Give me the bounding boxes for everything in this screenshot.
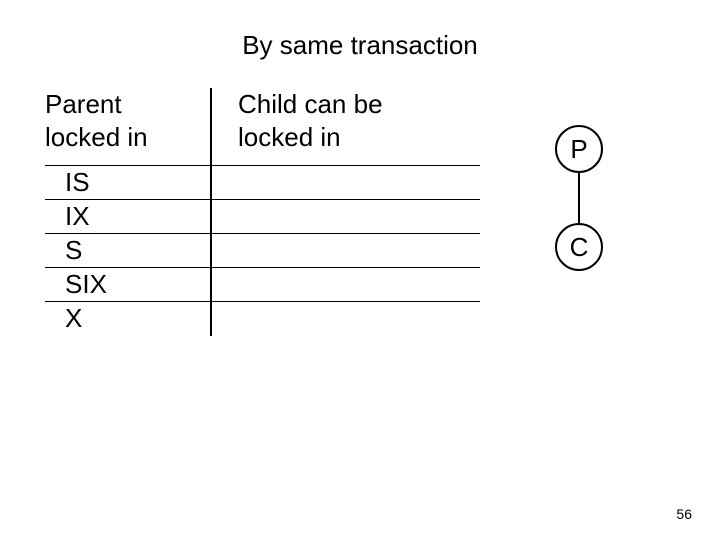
table-row: S <box>45 233 480 267</box>
row-label: IX <box>65 201 90 232</box>
table-row: X <box>45 301 480 335</box>
tree-edge <box>578 173 580 223</box>
row-label: SIX <box>65 269 107 300</box>
column-header-child: Child can be locked in <box>238 88 383 153</box>
row-label: X <box>65 303 82 334</box>
tree-node-child: C <box>555 223 603 271</box>
header-right-line1: Child can be <box>238 89 383 119</box>
header-left-line1: Parent <box>45 89 122 119</box>
table-row: SIX <box>45 267 480 301</box>
table-row: IS <box>45 165 480 199</box>
tree-node-parent: P <box>555 125 603 173</box>
table-row: IX <box>45 199 480 233</box>
row-label: IS <box>65 167 90 198</box>
slide-title: By same transaction <box>0 30 720 61</box>
header-right-line2: locked in <box>238 122 341 152</box>
header-left-line2: locked in <box>45 122 148 152</box>
column-header-parent: Parent locked in <box>45 88 148 153</box>
row-label: S <box>65 235 82 266</box>
lock-compat-table: IS IX S SIX X <box>45 165 480 335</box>
page-number: 56 <box>676 506 692 522</box>
